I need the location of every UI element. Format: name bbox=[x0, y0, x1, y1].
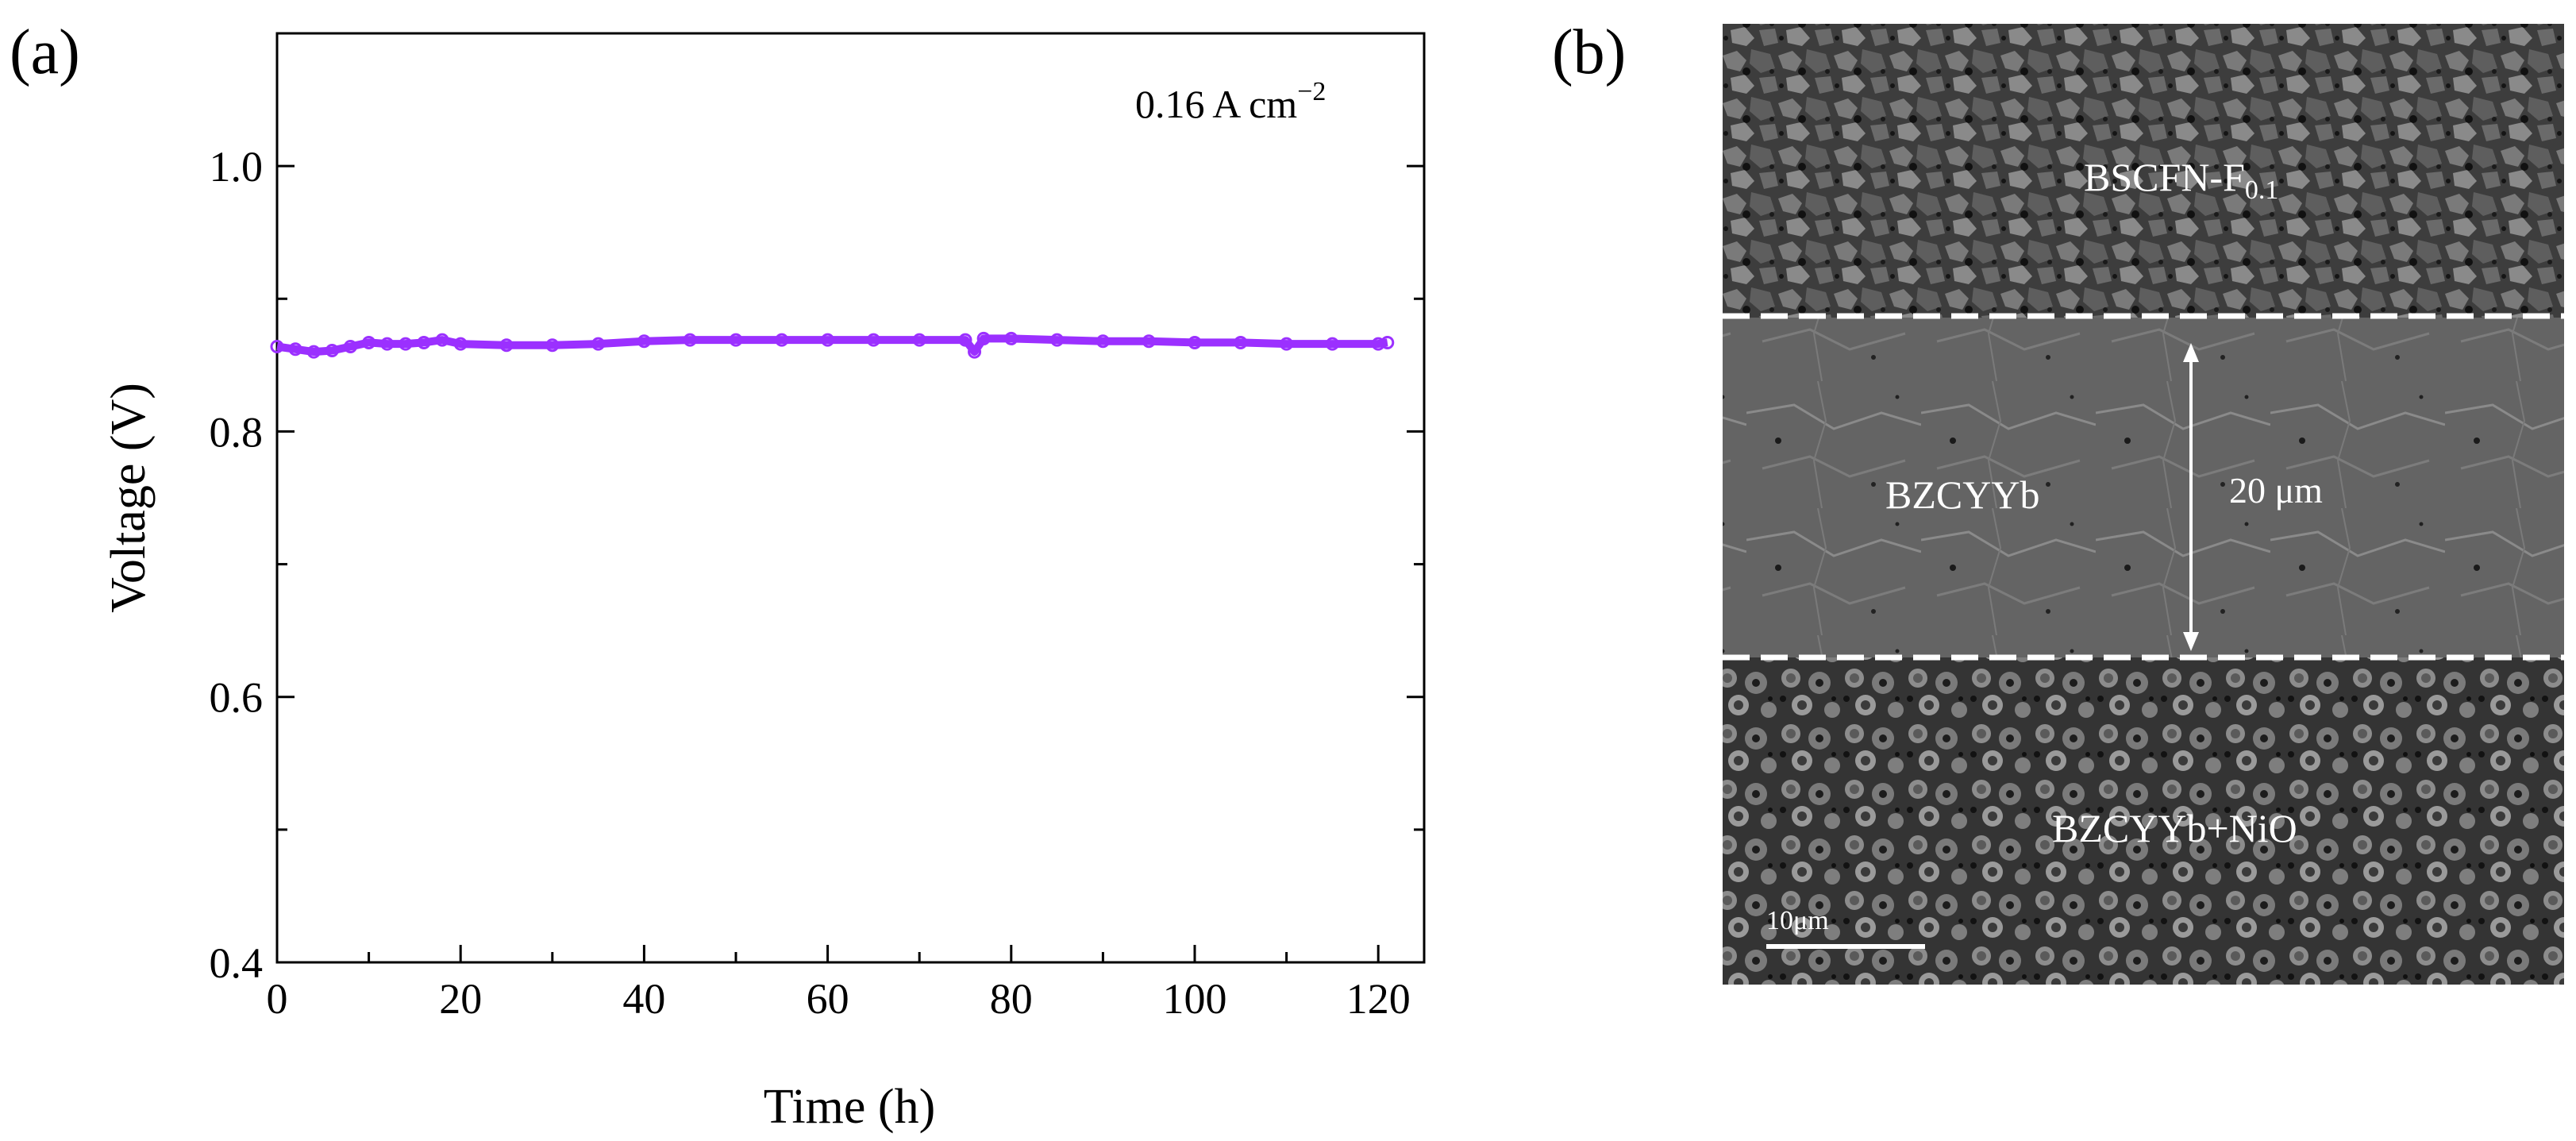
data-point bbox=[343, 339, 357, 353]
anode-layer bbox=[1723, 657, 2564, 985]
panel-b-label: (b) bbox=[1552, 17, 1626, 87]
data-point bbox=[270, 339, 284, 353]
y-axis-tick-labels: 0.4 0.6 0.8 1.0 bbox=[210, 143, 264, 987]
data-point bbox=[637, 334, 651, 349]
data-point bbox=[591, 337, 606, 351]
panel-a-label: (a) bbox=[10, 17, 80, 87]
thickness-arrow bbox=[2183, 343, 2199, 651]
y-tick-label: 0.4 bbox=[210, 939, 264, 987]
data-point bbox=[821, 333, 835, 347]
data-point bbox=[1095, 334, 1110, 349]
y-axis-label: Voltage (V) bbox=[102, 383, 156, 613]
data-point bbox=[499, 338, 514, 353]
plot-frame bbox=[275, 32, 1426, 964]
data-point bbox=[325, 343, 339, 357]
anode-label: BZCYYb+NiO bbox=[2052, 806, 2297, 850]
y-tick-label: 1.0 bbox=[210, 143, 264, 191]
data-point bbox=[775, 333, 789, 347]
data-point bbox=[968, 345, 982, 359]
x-axis-tick-labels: 0 20 40 60 80 100 120 bbox=[267, 975, 1411, 1023]
x-tick-label: 60 bbox=[807, 975, 849, 1023]
data-point bbox=[1142, 334, 1156, 349]
y-axis-ticks bbox=[277, 32, 1424, 964]
y-tick-label: 0.6 bbox=[210, 674, 264, 722]
x-tick-label: 100 bbox=[1163, 975, 1227, 1023]
data-point bbox=[1371, 337, 1385, 351]
data-point bbox=[1004, 331, 1018, 345]
scale-bar: 10μm bbox=[1766, 906, 1925, 949]
data-point bbox=[1188, 335, 1202, 349]
scale-bar-label: 10μm bbox=[1766, 906, 1829, 935]
x-tick-label: 80 bbox=[990, 975, 1033, 1023]
voltage-series bbox=[270, 331, 1395, 359]
x-tick-label: 40 bbox=[622, 975, 665, 1023]
y-tick-label: 0.8 bbox=[210, 408, 264, 456]
data-point bbox=[1280, 337, 1294, 351]
data-point bbox=[545, 338, 560, 353]
data-point bbox=[399, 337, 413, 351]
data-point bbox=[435, 333, 449, 347]
x-tick-label: 20 bbox=[439, 975, 482, 1023]
data-point bbox=[380, 337, 395, 351]
thickness-label: 20 μm bbox=[2229, 470, 2323, 511]
data-point bbox=[958, 333, 972, 347]
data-point bbox=[306, 345, 321, 359]
x-axis-ticks bbox=[275, 945, 1380, 962]
data-point bbox=[417, 335, 431, 349]
x-axis-label: Time (h) bbox=[764, 1080, 935, 1134]
series-line bbox=[276, 334, 1388, 357]
data-point bbox=[912, 333, 926, 347]
data-point bbox=[1234, 335, 1248, 349]
data-point bbox=[453, 337, 468, 351]
sem-image: BSCFN-F0.1 BZCYYb 20 μm BZCYYb+NiO 10μm bbox=[1723, 24, 2564, 985]
cathode-label-sub: 0.1 bbox=[2245, 175, 2279, 205]
data-point bbox=[976, 331, 991, 345]
data-point bbox=[729, 333, 743, 347]
panel-b: (b) BSCFN-F0.1 BZCYYb 20 μm BZCYYb+NiO 1… bbox=[1552, 17, 2564, 985]
x-tick-label: 120 bbox=[1346, 975, 1411, 1023]
current-density-annotation: 0.16 A cm−2 bbox=[1135, 77, 1326, 126]
annotation-superscript: −2 bbox=[1297, 77, 1326, 106]
data-point bbox=[1325, 337, 1339, 351]
data-point bbox=[362, 335, 376, 349]
annotation-prefix: 0.16 A cm bbox=[1135, 82, 1297, 126]
cathode-label-main: BSCFN-F bbox=[2084, 155, 2245, 199]
data-point bbox=[683, 333, 697, 347]
data-point bbox=[288, 342, 302, 357]
x-tick-label: 0 bbox=[267, 975, 288, 1023]
electrolyte-layer bbox=[1723, 318, 2564, 657]
cathode-label: BSCFN-F0.1 bbox=[2084, 155, 2278, 205]
data-point bbox=[866, 333, 880, 347]
data-point bbox=[1050, 333, 1065, 347]
electrolyte-label: BZCYYb bbox=[1885, 472, 2039, 517]
data-point bbox=[1380, 335, 1395, 349]
cathode-layer bbox=[1723, 24, 2564, 318]
panel-a: (a) 0 20 40 60 80 100 120 0.4 0.6 0.8 1.0 Time (h… bbox=[10, 17, 1426, 1134]
